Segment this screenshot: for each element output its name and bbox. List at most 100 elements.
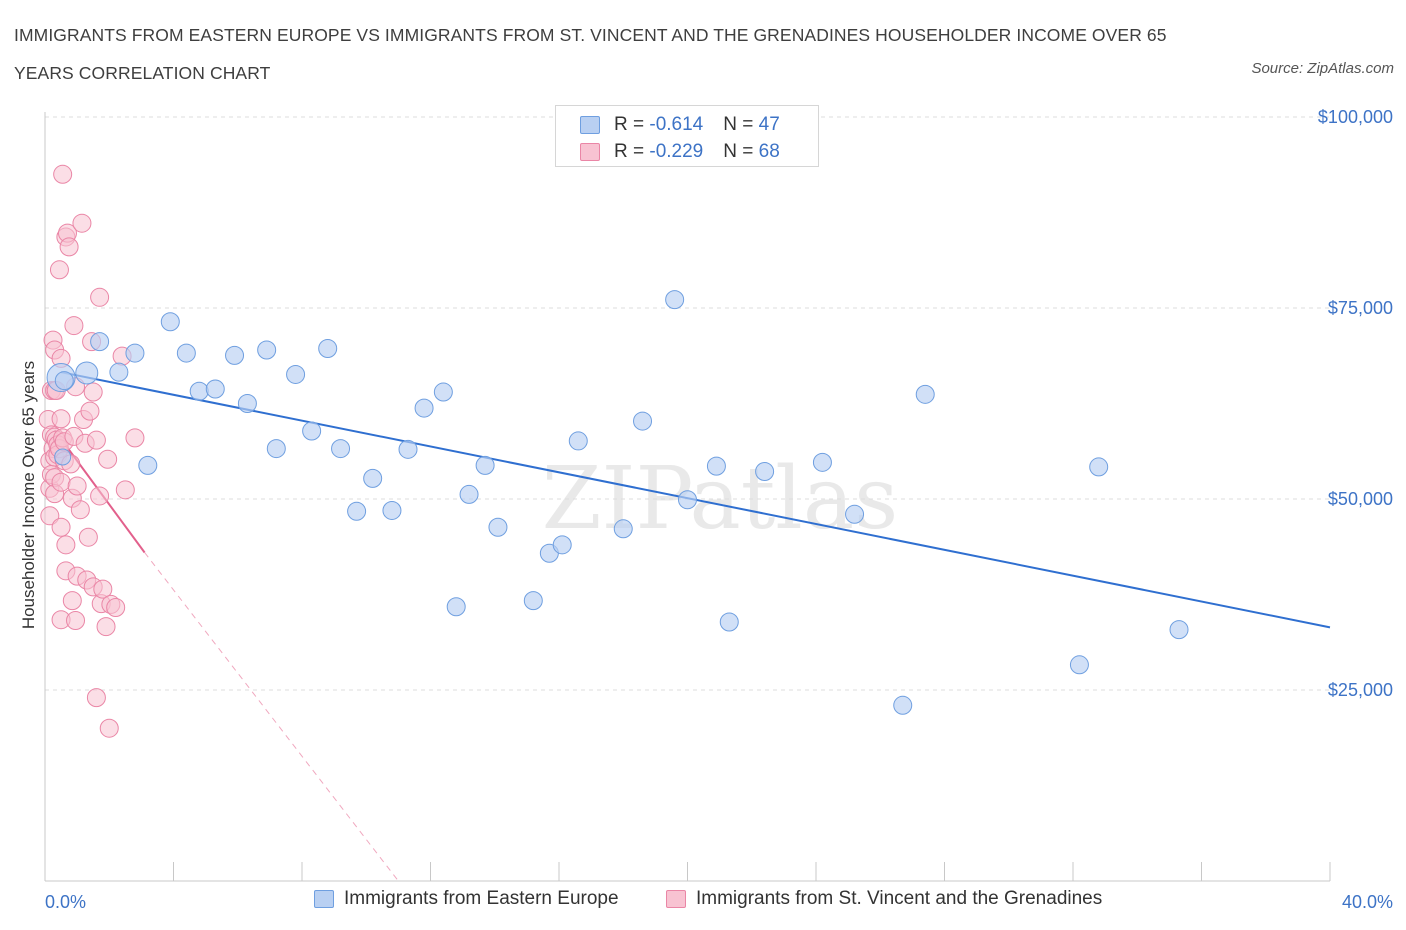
data-point xyxy=(755,461,775,481)
data-point xyxy=(86,688,106,708)
data-point xyxy=(54,448,72,466)
data-point xyxy=(845,504,865,524)
legend-n-label: N = xyxy=(723,114,759,135)
data-point xyxy=(706,456,726,476)
data-point xyxy=(318,338,338,358)
trendline-st-vincent-extension xyxy=(144,552,399,882)
data-point xyxy=(266,439,286,459)
data-point xyxy=(40,506,60,526)
data-point xyxy=(568,431,588,451)
correlation-legend: R = -0.614 N = 47 R = -0.229 N = 68 xyxy=(555,105,819,167)
data-point xyxy=(347,501,367,521)
data-point xyxy=(225,345,245,365)
data-point xyxy=(56,535,76,555)
data-point xyxy=(523,591,543,611)
y-tick-label: $25,000 xyxy=(1328,680,1393,700)
data-point xyxy=(915,384,935,404)
data-point xyxy=(475,455,495,475)
data-point xyxy=(62,591,82,611)
legend-n-value: 68 xyxy=(758,141,780,162)
data-point xyxy=(51,517,71,537)
data-point xyxy=(488,517,508,537)
data-point xyxy=(138,455,158,475)
y-tick-labels: $25,000 $50,000 $75,000 $100,000 xyxy=(1318,107,1393,700)
legend-swatch-blue xyxy=(580,116,600,134)
data-point xyxy=(53,164,73,184)
legend-label: Immigrants from St. Vincent and the Gren… xyxy=(696,888,1103,909)
data-point xyxy=(205,379,225,399)
y-tick-label: $75,000 xyxy=(1328,298,1393,318)
legend-label: Immigrants from Eastern Europe xyxy=(344,888,619,909)
y-tick-label: $100,000 xyxy=(1318,107,1393,127)
legend-r-label: R = xyxy=(614,141,650,162)
data-point xyxy=(459,484,479,504)
data-point xyxy=(125,343,145,363)
data-point xyxy=(633,411,653,431)
legend-n-value: 47 xyxy=(758,114,780,135)
legend-n-label: N = xyxy=(723,141,759,162)
data-point xyxy=(96,617,116,637)
data-point xyxy=(86,430,106,450)
data-point xyxy=(176,343,196,363)
series-st-vincent-points xyxy=(38,164,145,738)
data-point xyxy=(59,237,79,257)
data-point xyxy=(414,398,434,418)
data-point xyxy=(49,260,69,280)
series-eastern-europe-points xyxy=(46,290,1189,715)
data-point xyxy=(78,527,98,547)
y-tick-label: $50,000 xyxy=(1328,489,1393,509)
data-point xyxy=(398,439,418,459)
data-point xyxy=(70,500,90,520)
data-point xyxy=(1169,620,1189,640)
data-point xyxy=(893,695,913,715)
data-point xyxy=(257,340,277,360)
data-point xyxy=(99,718,119,738)
data-point xyxy=(1069,655,1089,675)
data-point xyxy=(51,409,71,429)
chart-title: IMMIGRANTS FROM EASTERN EUROPE VS IMMIGR… xyxy=(14,25,1167,83)
data-point xyxy=(719,612,739,632)
data-point xyxy=(51,472,71,492)
data-point xyxy=(302,421,322,441)
data-point xyxy=(67,476,87,496)
data-point xyxy=(75,361,99,385)
data-point xyxy=(66,610,86,630)
data-point xyxy=(363,468,383,488)
data-point xyxy=(106,597,126,617)
data-point xyxy=(160,312,180,332)
legend-swatch-blue xyxy=(314,890,334,908)
data-point xyxy=(1089,457,1109,477)
data-point xyxy=(613,519,633,539)
legend-row-st-vincent: R = -0.229 N = 68 xyxy=(580,140,780,164)
data-point xyxy=(678,490,697,510)
data-point xyxy=(109,362,129,382)
x-tick-labels: 0.0% 40.0% xyxy=(45,892,1393,912)
y-axis-title: Householder Income Over 65 years xyxy=(19,361,38,629)
legend-item-st-vincent[interactable]: Immigrants from St. Vincent and the Gren… xyxy=(666,888,1102,910)
legend-swatch-pink xyxy=(580,143,600,161)
data-point xyxy=(90,287,110,307)
data-point xyxy=(83,382,103,402)
data-point xyxy=(93,579,113,599)
legend-item-eastern-europe[interactable]: Immigrants from Eastern Europe xyxy=(314,888,619,910)
x-tick-label: 0.0% xyxy=(45,892,86,912)
source-label: Source: ZipAtlas.com xyxy=(1251,60,1394,77)
data-point xyxy=(64,316,84,336)
data-point xyxy=(237,394,257,413)
data-point xyxy=(665,290,685,310)
data-point xyxy=(90,332,110,352)
legend-r-value: -0.229 xyxy=(649,141,704,162)
data-point xyxy=(90,486,110,506)
data-point xyxy=(446,597,466,617)
axes xyxy=(44,112,1331,882)
data-point xyxy=(433,382,453,402)
data-point xyxy=(552,535,572,555)
gridlines xyxy=(45,116,1330,691)
legend-r-value: -0.614 xyxy=(649,114,704,135)
data-point xyxy=(54,371,74,391)
data-point xyxy=(80,401,100,421)
data-point xyxy=(98,449,118,469)
data-point xyxy=(125,428,145,448)
data-point xyxy=(382,500,402,520)
